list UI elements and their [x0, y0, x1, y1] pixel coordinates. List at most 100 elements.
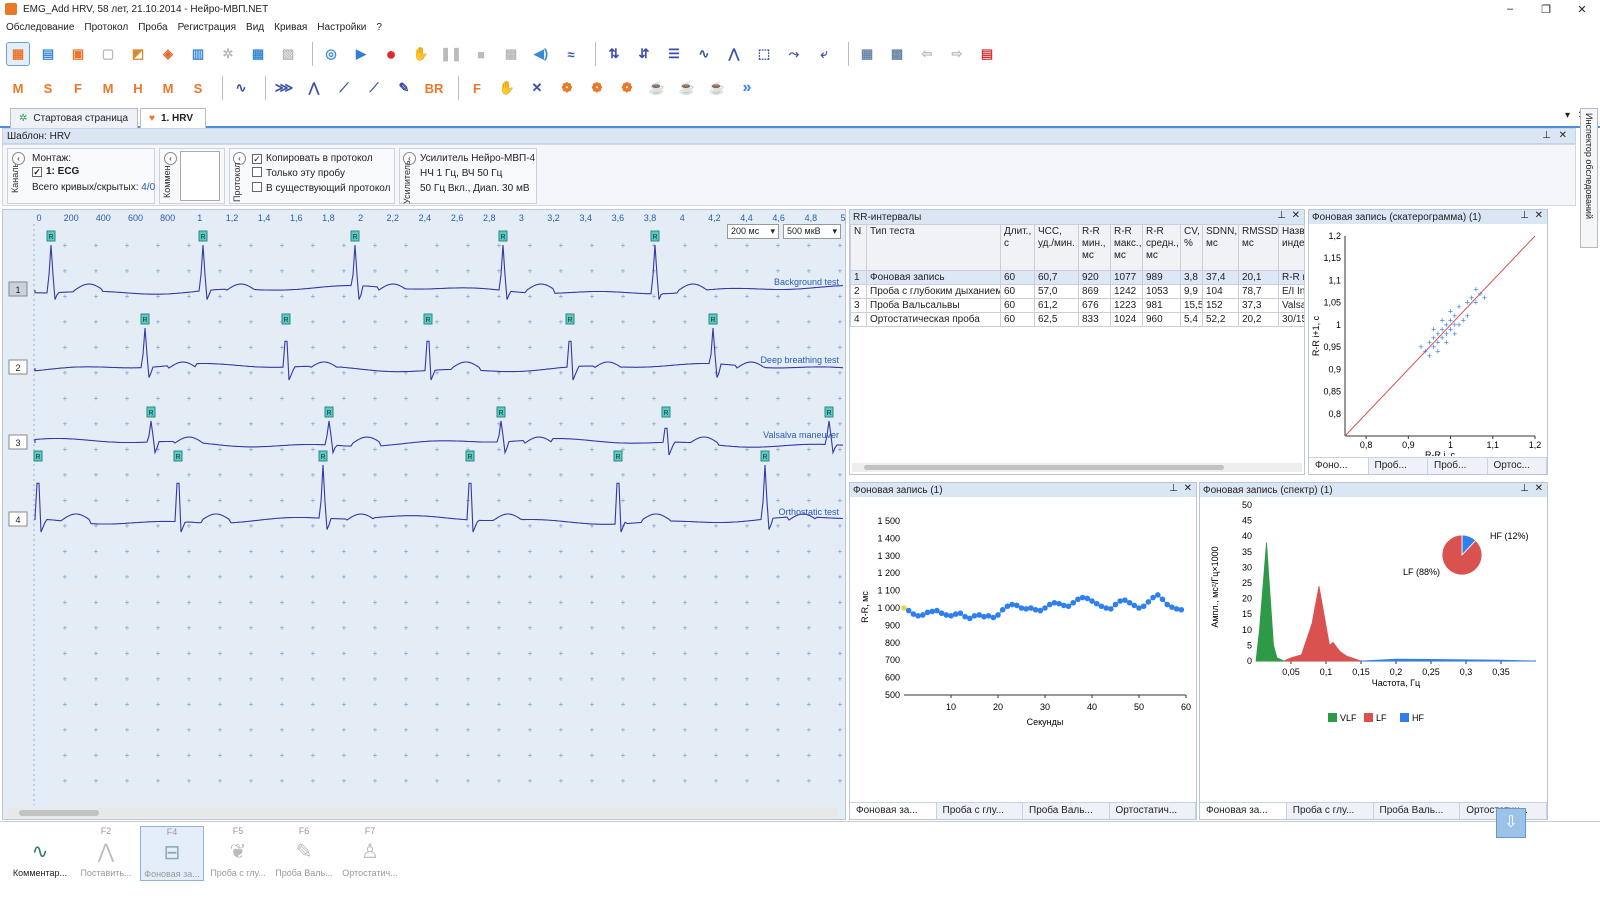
hand-icon[interactable]: ✋ — [498, 80, 516, 95]
stop-hand-icon[interactable]: ✋ — [412, 46, 430, 61]
save-icon[interactable]: ▣ — [71, 46, 85, 61]
menu-view[interactable]: Вид — [246, 21, 265, 33]
rr-column-header[interactable]: Длит., с — [1000, 224, 1035, 271]
table-row[interactable]: 3 Проба Вальсальвы 60 61,2 676 1223 981 15,5 152… — [850, 298, 1305, 313]
pin-icon[interactable]: ⊥ — [1520, 483, 1529, 494]
scroll-down-icon[interactable]: ⇩ — [1496, 808, 1526, 838]
markers-up-icon[interactable]: ⇅ — [608, 46, 620, 61]
open-exam-icon[interactable]: ▤ — [41, 46, 55, 61]
scattergram-chart[interactable]: 0,8 0,9 1 1,1 1,2 1,2 1,15 1,1 1,05 1 0,95 0,9 0,85 0… — [1309, 224, 1547, 460]
rr-column-header[interactable]: SDNN, мс — [1202, 224, 1239, 271]
montage-item[interactable]: ✓ 1: ECG — [32, 164, 79, 179]
cup-icon[interactable]: ☕ — [648, 80, 666, 95]
spectrum-tab-3[interactable]: Проба Валь... — [1374, 803, 1461, 819]
speaker-icon[interactable]: ◀) — [533, 46, 549, 61]
collapse-chevron-icon[interactable]: ‹ — [164, 152, 177, 165]
pin-icon[interactable]: ⊥ — [1169, 483, 1178, 494]
table-row[interactable]: 1 Фоновая запись 60 60,7 920 1077 989 3,8 37,4 20… — [850, 270, 1305, 285]
scatter-tab-1[interactable]: Фоно... — [1309, 458, 1369, 474]
brain2-icon[interactable]: ❁ — [591, 80, 603, 95]
record-icon[interactable]: ● — [385, 43, 397, 64]
tab-start-page[interactable]: ✲ Стартовая страница — [10, 108, 138, 128]
stop-icon[interactable]: ■ — [477, 46, 485, 62]
marker-f-icon[interactable]: F — [74, 80, 82, 96]
marker-f2-icon[interactable]: F — [473, 80, 481, 96]
import-icon[interactable]: ◩ — [131, 46, 145, 61]
layout2-icon[interactable]: ▩ — [890, 46, 904, 61]
pin-icon[interactable]: ⊥ — [1542, 130, 1551, 141]
pencil-icon[interactable]: ✎ — [398, 80, 410, 95]
checkbox-checked-icon[interactable]: ✓ — [32, 167, 42, 177]
arrow-right-icon[interactable]: ⤳ — [788, 46, 800, 61]
menu-test[interactable]: Проба — [138, 21, 168, 33]
grid-curves-icon[interactable]: ☰ — [668, 46, 680, 61]
marker-m-icon[interactable]: M — [12, 80, 24, 96]
rr-column-header[interactable]: R-R средн., мс — [1142, 224, 1181, 271]
fast-forward-icon[interactable]: » — [742, 79, 752, 96]
brain-icon[interactable]: ❁ — [561, 80, 573, 95]
arrow-left-icon[interactable]: ⤶ — [820, 46, 828, 61]
close-button[interactable]: ✕ — [1577, 3, 1587, 16]
horizontal-scrollbar[interactable] — [7, 808, 837, 818]
brain3-icon[interactable]: ❁ — [621, 80, 633, 95]
layout-icon[interactable]: ▦ — [860, 46, 874, 61]
markers-down-icon[interactable]: ⇵ — [638, 46, 650, 61]
comment-box[interactable] — [180, 151, 220, 201]
ecg-curves-panel[interactable]: 0 200 400 600 800 1 1,2 1,4 1,6 1,8 2 2,2 2,4 2,6 2,8 3… — [2, 209, 874, 820]
minimize-button[interactable]: – — [1506, 3, 1514, 15]
rhythm-tab-1[interactable]: Фоновая за... — [850, 803, 937, 819]
tabs-menu-icon[interactable]: ▾ — [1564, 110, 1570, 121]
forward-icon[interactable]: ⇨ — [951, 46, 963, 61]
table-row[interactable]: 4 Ортостатическая проба 60 62,5 833 1024 960 5,… — [850, 312, 1305, 327]
rhythm-tab-4[interactable]: Ортостатич... — [1110, 803, 1196, 819]
play-icon[interactable]: ▶ — [356, 46, 366, 61]
back-icon[interactable]: ⇦ — [921, 46, 933, 61]
collapse-chevron-icon[interactable]: ‹ — [12, 152, 25, 165]
only-this-test-checkbox[interactable]: Только эту пробу — [252, 166, 345, 181]
artifact-icon[interactable]: ⋙ — [274, 80, 294, 95]
rhythm-tab-3[interactable]: Проба Валь... — [1023, 803, 1110, 819]
delete-icon[interactable]: ▩ — [504, 46, 518, 61]
menu-settings[interactable]: Настройки — [317, 21, 367, 33]
pin-icon[interactable]: ⊥ — [1520, 210, 1529, 221]
new-exam-icon[interactable]: ▦ — [6, 42, 30, 66]
fkey-comment[interactable]: ∿ Комментар... — [8, 826, 72, 881]
checkbox-checked-icon[interactable]: ✓ — [252, 154, 262, 164]
fkey-f5[interactable]: F5 ❦ Проба с глу... — [206, 826, 270, 881]
cross-icon[interactable]: ✕ — [531, 80, 543, 95]
pin-icon[interactable]: ⊥ — [1277, 210, 1286, 221]
close-icon[interactable]: ✕ — [1534, 483, 1543, 494]
close-icon[interactable]: ✕ — [1558, 130, 1567, 141]
fkey-f2[interactable]: F2 ⋀ Поставить... — [74, 826, 138, 881]
checkbox-empty-icon[interactable] — [252, 182, 262, 192]
scatter-tab-3[interactable]: Проб... — [1428, 458, 1488, 474]
patient-icon[interactable]: ◈ — [163, 46, 173, 61]
rr-table-scrollbar[interactable] — [852, 463, 1302, 472]
scatter-tab-2[interactable]: Проб... — [1369, 458, 1428, 474]
inspector-side-tab[interactable]: Инспектор обследований — [1580, 108, 1598, 248]
cup3-icon[interactable]: ☕ — [708, 80, 726, 95]
menu-protocol[interactable]: Протокол — [84, 21, 129, 33]
rhythmogram-chart[interactable]: 1 500 1 400 1 300 1 200 1 100 1 000 900 800 700 6… — [850, 497, 1196, 801]
copy-to-protocol-checkbox[interactable]: ✓ Копировать в протокол — [252, 151, 373, 166]
wave-tool-icon[interactable]: ∿ — [235, 80, 247, 95]
fkey-f6[interactable]: F6 ✎ Проба Валь... — [272, 826, 336, 881]
pulse-icon[interactable]: ⋀ — [728, 46, 740, 61]
rr-column-header[interactable]: N — [850, 224, 867, 271]
fkey-f7[interactable]: F7 ♙ Ортостатич... — [338, 826, 402, 881]
slope-icon[interactable]: ⟋ — [339, 80, 349, 95]
pause-icon[interactable]: ❚❚ — [440, 46, 462, 61]
peak-icon[interactable]: ⋀ — [308, 80, 320, 95]
marker-s2-icon[interactable]: S — [193, 80, 203, 96]
rr-column-header[interactable]: RMSSD, мс — [1238, 224, 1279, 271]
print-icon[interactable]: ▦ — [251, 46, 265, 61]
menu-curve[interactable]: Кривая — [274, 21, 308, 33]
rr-column-header[interactable]: Назв. инде — [1278, 224, 1305, 271]
marker-s-icon[interactable]: S — [43, 80, 53, 96]
scrollbar-thumb[interactable] — [19, 810, 99, 816]
marker-h-icon[interactable]: H — [133, 80, 143, 96]
cup2-icon[interactable]: ☕ — [678, 80, 696, 95]
existing-protocol-checkbox[interactable]: В существующий протокол — [252, 181, 391, 196]
menu-examination[interactable]: Обследование — [6, 21, 75, 33]
